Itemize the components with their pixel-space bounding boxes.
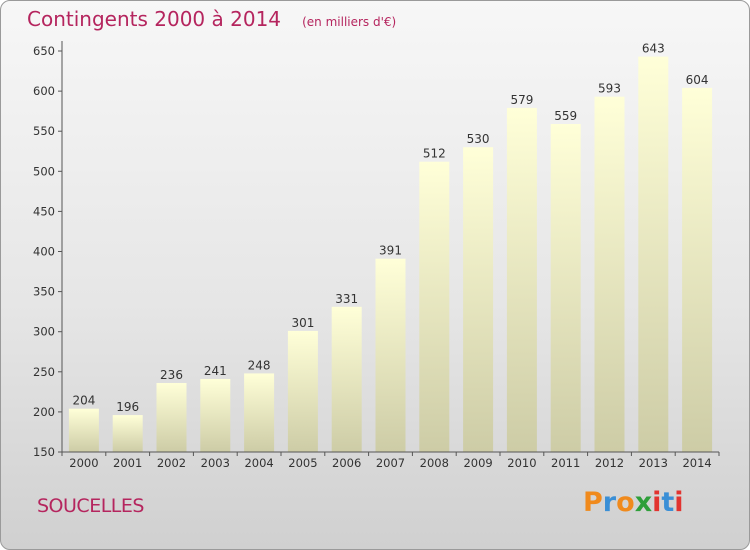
x-tick-label: 2003 (201, 456, 230, 470)
data-label-2011: 559 (554, 109, 577, 123)
commune-name: SOUCELLES (37, 495, 144, 517)
bar-2008 (419, 161, 450, 452)
data-label-2007: 391 (379, 244, 402, 258)
x-tick-label: 2005 (288, 456, 317, 470)
bar-2004 (244, 373, 275, 452)
x-tick-label: 2013 (639, 456, 668, 470)
chart-title-block: Contingents 2000 à 2014 (en milliers d'€… (27, 7, 396, 31)
brand-letter: i (652, 487, 662, 518)
y-tick-label: 500 (33, 164, 55, 178)
x-tick-label: 2004 (244, 456, 273, 470)
bar-2011 (550, 124, 581, 452)
bar-2001 (112, 415, 143, 452)
data-label-2009: 530 (467, 132, 490, 146)
x-tick-label: 2011 (551, 456, 580, 470)
y-tick-label: 600 (33, 84, 55, 98)
bar-2010 (506, 107, 537, 453)
bar-2002 (156, 383, 187, 452)
x-tick-label: 2010 (507, 456, 536, 470)
y-tick-label: 250 (33, 365, 55, 379)
x-tick-label: 2001 (113, 456, 142, 470)
y-tick-label: 200 (33, 405, 55, 419)
proxiti-logo: Proxiti (583, 487, 684, 518)
brand-letter: i (674, 487, 684, 518)
y-tick-label: 450 (33, 204, 55, 218)
chart-title: Contingents 2000 à 2014 (27, 7, 282, 31)
brand-letter: x (634, 487, 653, 518)
data-label-2008: 512 (423, 147, 446, 161)
data-label-2006: 331 (335, 292, 358, 306)
y-tick-label: 550 (33, 124, 55, 138)
data-label-2013: 643 (642, 42, 665, 56)
bar-2012 (594, 96, 625, 452)
bar-2000 (68, 408, 99, 452)
data-label-2005: 301 (291, 316, 314, 330)
y-tick-label: 350 (33, 285, 55, 299)
x-tick-label: 2012 (595, 456, 624, 470)
y-tick-label: 650 (33, 44, 55, 58)
x-tick-label: 2007 (376, 456, 405, 470)
y-tick-label: 150 (33, 445, 55, 459)
x-tick-label: 2008 (420, 456, 449, 470)
x-tick-label: 2009 (463, 456, 492, 470)
x-tick-label: 2006 (332, 456, 361, 470)
bar-2013 (638, 56, 669, 452)
brand-letter: t (661, 487, 675, 518)
data-label-2003: 241 (204, 364, 227, 378)
bar-2003 (200, 379, 231, 452)
x-tick-label: 2000 (69, 456, 98, 470)
bar-2014 (682, 87, 713, 453)
x-tick-label: 2002 (157, 456, 186, 470)
data-label-2010: 579 (510, 93, 533, 107)
y-tick-label: 400 (33, 245, 55, 259)
y-tick-label: 300 (33, 325, 55, 339)
brand-letter: r (602, 487, 617, 518)
brand-letter: P (583, 487, 603, 518)
data-label-2000: 204 (72, 394, 95, 408)
data-label-2002: 236 (160, 368, 183, 382)
data-label-2001: 196 (116, 400, 139, 414)
x-tick-label: 2014 (682, 456, 711, 470)
bar-2007 (375, 258, 406, 452)
bar-2009 (463, 147, 494, 452)
brand-letter: o (616, 487, 635, 518)
bar-2005 (287, 330, 318, 452)
data-label-2012: 593 (598, 82, 621, 96)
bar-2006 (331, 306, 362, 452)
chart-unit: (en milliers d'€) (302, 15, 397, 29)
data-label-2004: 248 (248, 358, 271, 372)
data-label-2014: 604 (686, 73, 709, 87)
